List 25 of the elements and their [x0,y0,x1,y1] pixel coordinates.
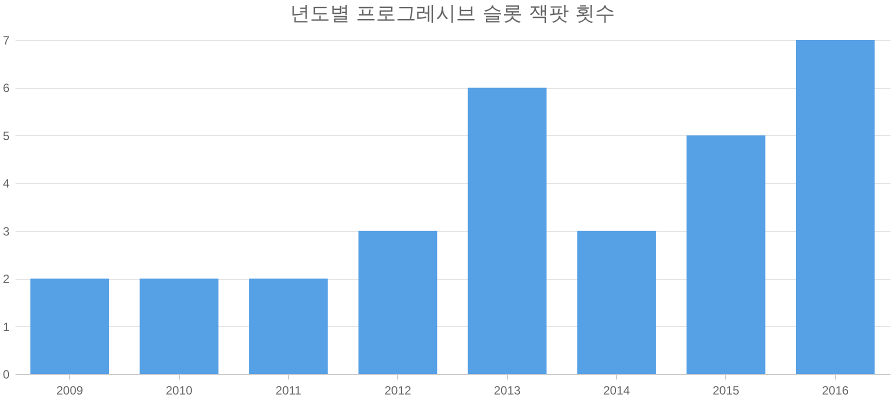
bar [249,278,328,374]
bar [30,278,110,374]
x-tick-label: 2011 [276,384,302,398]
y-tick-label: 6 [2,81,10,96]
y-tick-label: 7 [2,34,10,48]
x-tick-label: 2013 [494,384,521,398]
y-tick-label: 4 [2,176,10,191]
bar [577,230,656,374]
y-tick-label: 5 [2,128,10,143]
chart-title: 년도별 프로그레시브 슬롯 잭팟 횟수 [290,1,616,25]
x-tick-label: 2010 [166,384,193,398]
y-tick-label: 1 [2,320,10,334]
y-tick-label: 0 [2,368,10,382]
x-tick-label: 2016 [822,384,849,398]
bar [686,135,766,374]
x-tick-label: 2012 [384,384,412,398]
bar [358,230,438,374]
y-tick-label: 3 [2,224,10,238]
bar [140,278,218,374]
bar [796,40,875,374]
y-tick-label: 2 [2,272,10,286]
x-tick-label: 2014 [603,384,630,398]
bar [468,88,547,374]
x-tick-label: 2015 [712,384,740,398]
x-tick-label: 2009 [56,384,84,398]
